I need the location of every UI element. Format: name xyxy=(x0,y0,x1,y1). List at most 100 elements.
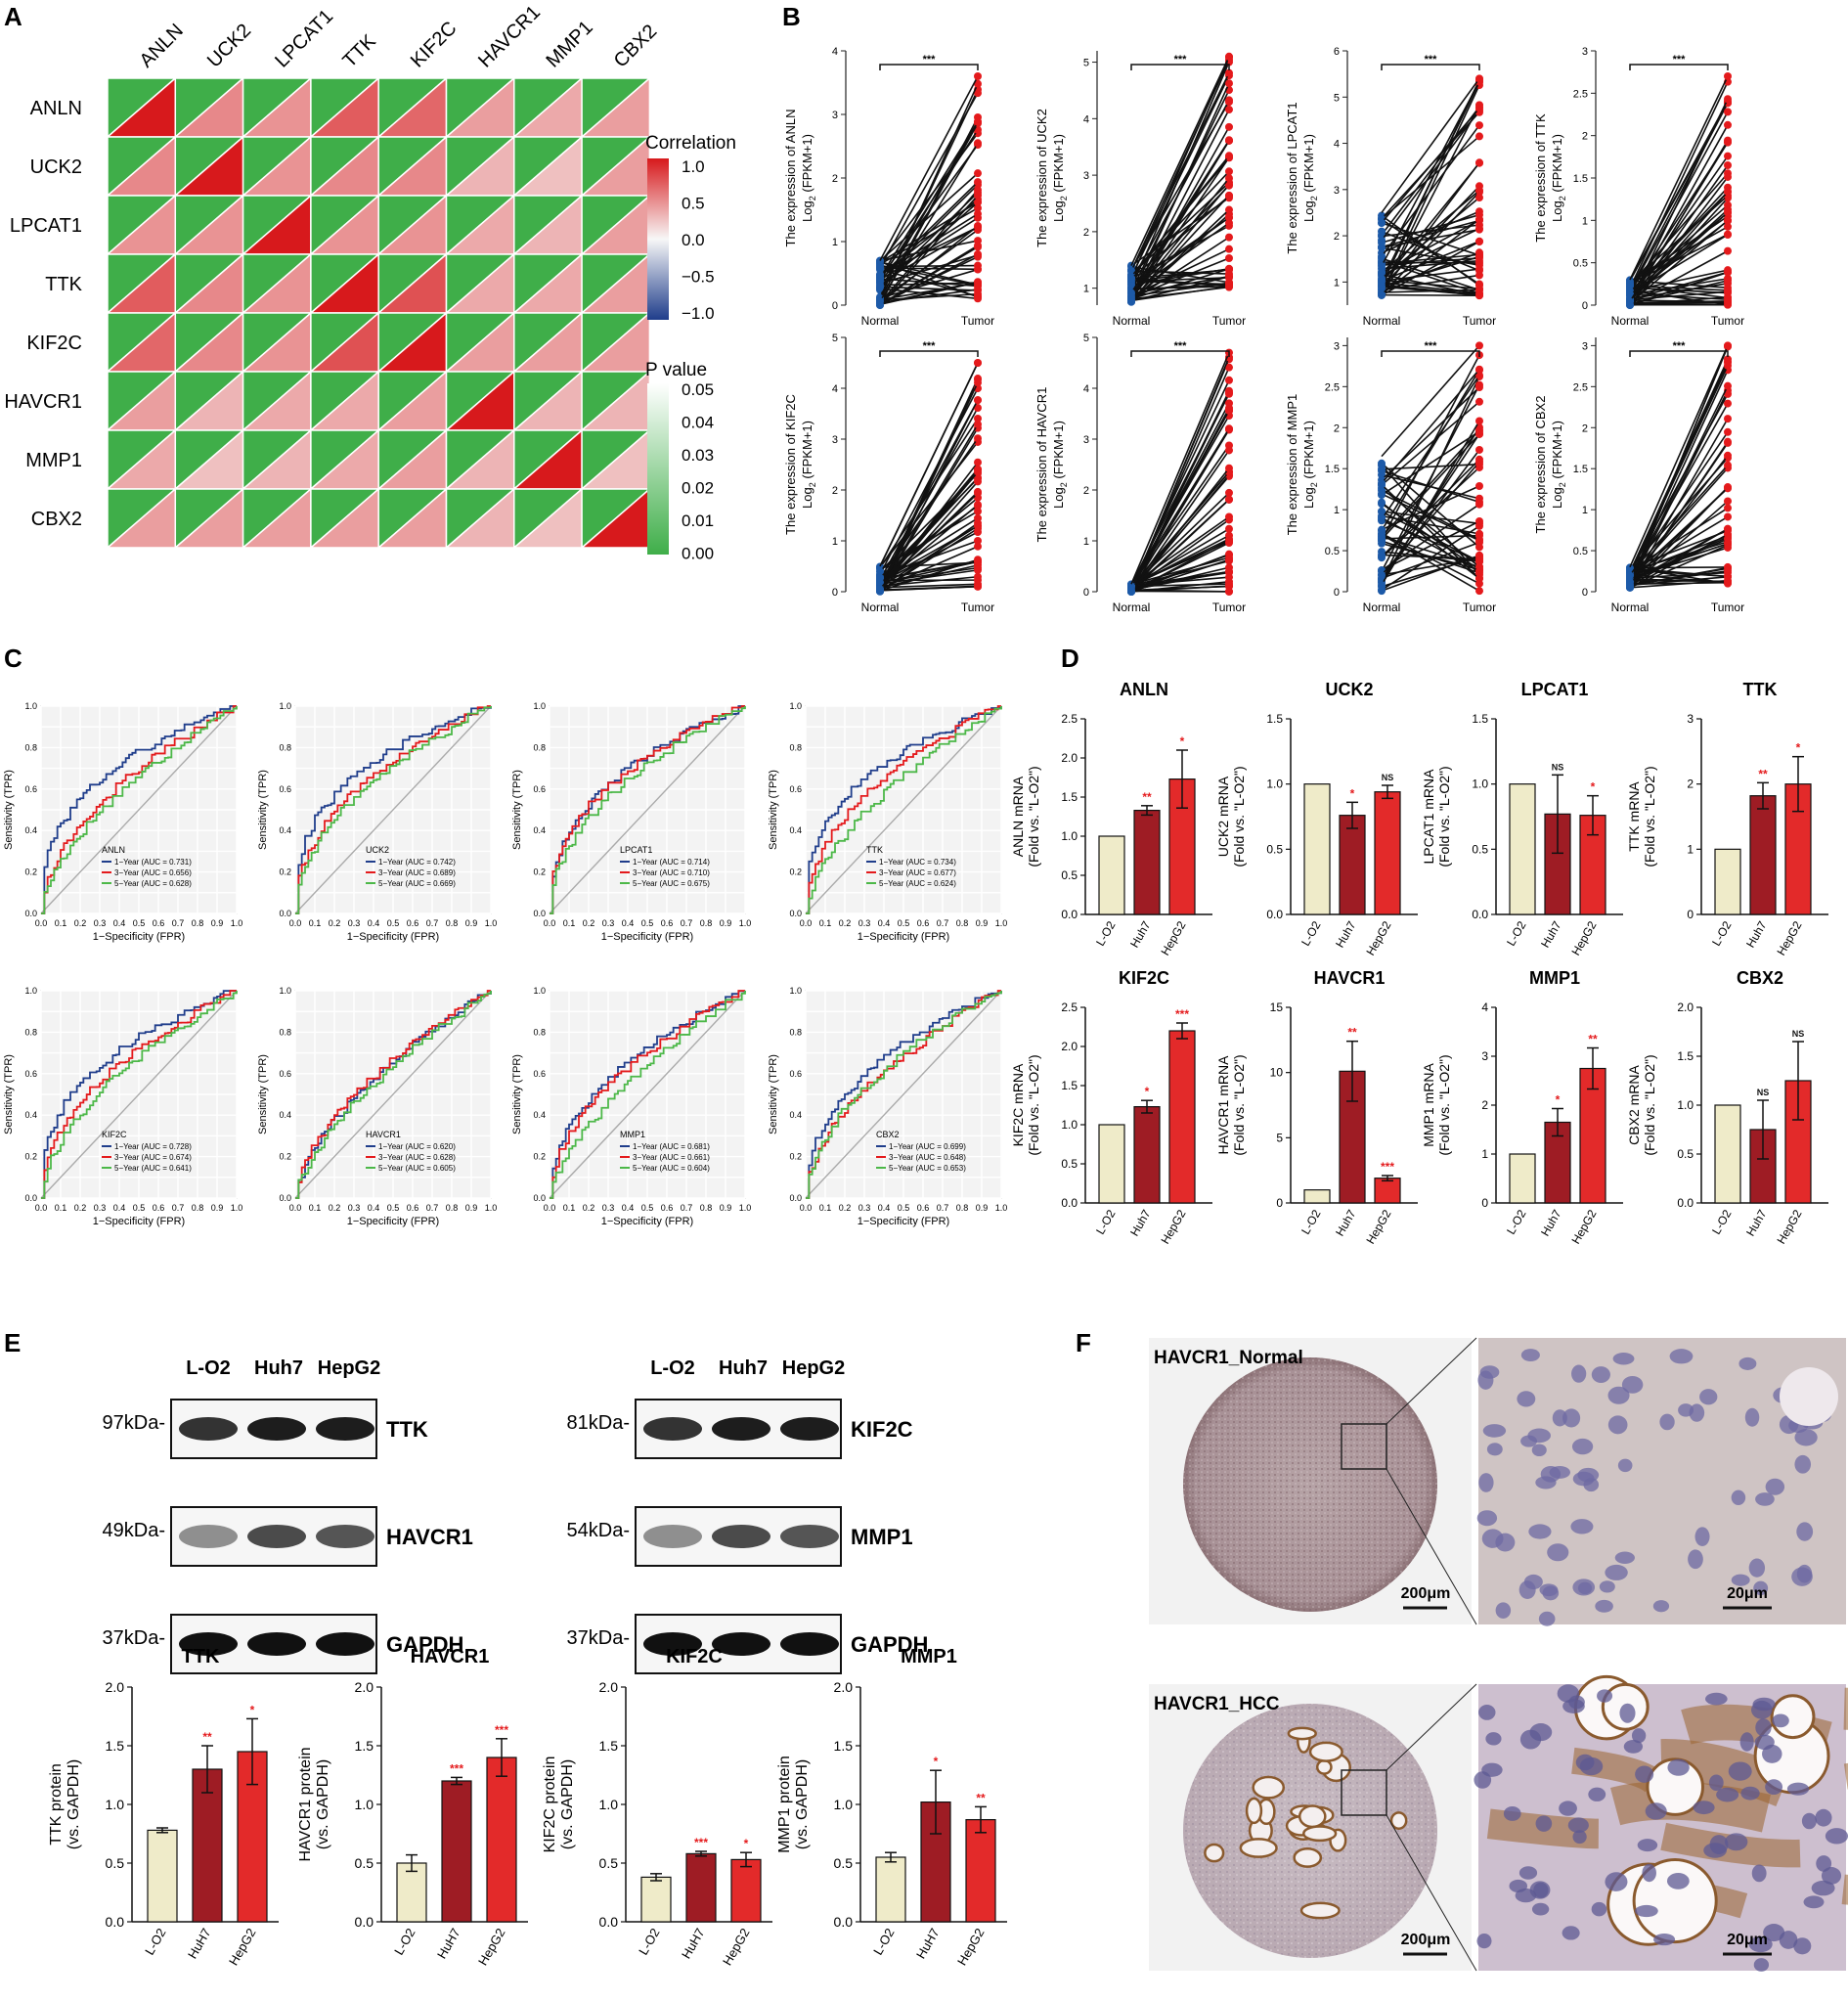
roc-x-tick-label: 0.8 xyxy=(446,1203,459,1213)
x-tick-label: HepG2 xyxy=(1568,918,1599,957)
paired-line xyxy=(1382,494,1479,541)
sig-label: NS xyxy=(1792,1029,1805,1039)
roc-x-tick-label: 0.5 xyxy=(898,918,910,928)
roc-x-tick-label: 0.7 xyxy=(172,1203,185,1213)
normal-point xyxy=(876,271,884,279)
ihc-nucleus xyxy=(1605,1872,1627,1891)
y-tick-label: 2.5 xyxy=(1573,381,1588,393)
x-tick-label: HepG2 xyxy=(475,1926,508,1968)
corr-legend-bar xyxy=(647,158,669,320)
y-tick-label: 0.0 xyxy=(1677,1196,1694,1210)
y-tick-label: 0.0 xyxy=(355,1914,374,1930)
roc-x-tick-label: 0.9 xyxy=(465,918,478,928)
y-tick-label: 2.5 xyxy=(1061,712,1078,726)
roc-x-tick-label: 0.5 xyxy=(387,1203,400,1213)
tumor-point xyxy=(974,192,982,200)
tumor-point xyxy=(1475,291,1483,299)
roc-y-axis-label: Sensitivity (TPR) xyxy=(3,1054,15,1134)
heatmap-col-label: HAVCR1 xyxy=(474,2,545,72)
tumor-point xyxy=(1225,512,1233,520)
ihc-nucleus xyxy=(1618,1459,1633,1472)
x-tick-label: Huh7 xyxy=(1333,918,1359,950)
roc-legend-entry: 1−Year (AUC = 0.699) xyxy=(889,1142,966,1151)
y-tick-label: 0.0 xyxy=(1061,908,1078,921)
blot-lane-label: L-O2 xyxy=(650,1357,695,1379)
ihc-nucleus xyxy=(1605,1565,1627,1580)
x-tick-label: L-O2 xyxy=(1709,1207,1735,1236)
tumor-point xyxy=(1724,223,1732,231)
scale-bar-label: 200μm xyxy=(1401,1585,1451,1602)
y-tick-label: 3 xyxy=(1582,46,1588,58)
tumor-point xyxy=(1225,79,1233,87)
panel-label-c: C xyxy=(4,644,22,673)
tumor-point xyxy=(1475,532,1483,540)
y-tick-label: 1.0 xyxy=(1061,1118,1078,1132)
ihc-nucleus xyxy=(1595,1600,1613,1613)
paired-line xyxy=(1630,363,1728,572)
ihc-nucleus xyxy=(1740,1732,1754,1752)
roc-x-tick-label: 0.6 xyxy=(661,1203,674,1213)
y-tick-label: 1 xyxy=(1481,1147,1488,1161)
roc-x-tick-label: 0.1 xyxy=(563,918,576,928)
ihc-nucleus xyxy=(1541,1466,1561,1483)
ihc-nucleus xyxy=(1571,1365,1586,1383)
y-tick-label: 1.0 xyxy=(1266,778,1283,791)
sig-label: ** xyxy=(1142,790,1152,804)
y-tick-label: 0.5 xyxy=(106,1855,125,1871)
protein-bar xyxy=(876,1857,905,1922)
sig-label: ** xyxy=(1588,1033,1598,1046)
sig-label: ** xyxy=(976,1791,986,1804)
roc-gene-label: CBX2 xyxy=(876,1130,900,1139)
tumor-point xyxy=(1724,121,1732,129)
roc-x-tick-label: 0.3 xyxy=(858,1203,871,1213)
roc-x-tick-label: 0.5 xyxy=(387,918,400,928)
tumor-point xyxy=(1225,123,1233,131)
y-tick-label: 0 xyxy=(1687,908,1694,921)
y-axis-label-unit: Log2 (FPKM+1) xyxy=(1051,134,1069,222)
mrna-chart-title: KIF2C xyxy=(1119,968,1169,988)
protein-bar xyxy=(487,1757,516,1922)
blot-band xyxy=(247,1525,306,1548)
roc-legend-entry: 1−Year (AUC = 0.742) xyxy=(378,858,456,867)
y-tick-label: 0 xyxy=(1083,587,1089,599)
roc-y-tick-label: 0.6 xyxy=(24,784,37,794)
normal-point xyxy=(1378,513,1386,521)
y-tick-label: 3 xyxy=(1334,185,1340,197)
ihc-nucleus xyxy=(1690,1403,1705,1421)
heatmap-col-label: MMP1 xyxy=(542,17,596,71)
roc-x-tick-label: 0.9 xyxy=(976,1203,989,1213)
tumor-point xyxy=(1225,136,1233,144)
scale-bar-label: 20μm xyxy=(1727,1932,1768,1948)
roc-y-tick-label: 0.4 xyxy=(533,825,546,835)
x-tick-label: Huh7 xyxy=(1538,918,1564,950)
ihc-nucleus xyxy=(1592,1902,1607,1916)
ihc-nucleus xyxy=(1688,1549,1703,1569)
pvalue-legend-tick: 0.02 xyxy=(682,479,714,498)
sig-label: *** xyxy=(450,1761,463,1775)
y-tick-label: 4 xyxy=(1083,383,1089,395)
tumor-point xyxy=(1225,167,1233,175)
roc-y-tick-label: 0.6 xyxy=(24,1069,37,1079)
tumor-point xyxy=(974,396,982,404)
sig-label: * xyxy=(1556,1093,1561,1107)
y-tick-label: 1 xyxy=(832,237,838,248)
ihc-nucleus xyxy=(1570,1519,1593,1534)
tumor-point xyxy=(1724,540,1732,548)
ihc-nucleus xyxy=(1547,1543,1568,1561)
roc-y-tick-label: 0.2 xyxy=(279,867,291,877)
ihc-nucleus xyxy=(1532,1444,1547,1456)
normal-point xyxy=(1378,466,1386,473)
blot-kda-label: 97kDa- xyxy=(103,1412,165,1434)
ihc-nucleus xyxy=(1695,1527,1710,1546)
tumor-point xyxy=(1225,106,1233,113)
roc-y-tick-label: 0.0 xyxy=(24,1193,37,1203)
normal-point xyxy=(1378,571,1386,579)
sig-label: * xyxy=(934,1755,939,1768)
ihc-nucleus xyxy=(1573,1472,1595,1487)
roc-x-tick-label: 0.6 xyxy=(153,1203,165,1213)
y-tick-label: 5 xyxy=(1083,333,1089,344)
tumor-point xyxy=(974,528,982,536)
